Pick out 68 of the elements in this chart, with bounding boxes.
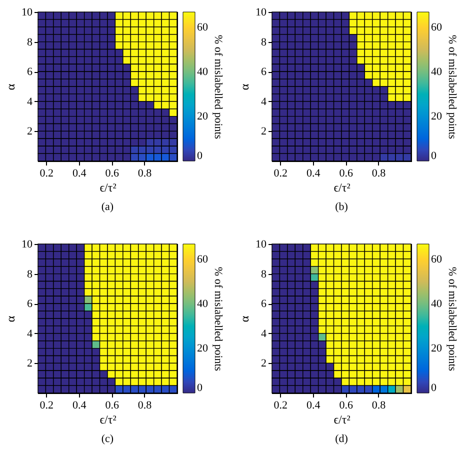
y-tick-label: 10 bbox=[256, 238, 267, 250]
color-bar-title: % of mislabelled points bbox=[446, 34, 458, 140]
y-tick-label: 6 bbox=[27, 66, 33, 78]
y-tick-label: 10 bbox=[22, 238, 33, 250]
x-tick-label: 0.2 bbox=[274, 168, 288, 180]
color-bar-label: 60 bbox=[431, 22, 442, 34]
x-axis-title: ϵ/τ² bbox=[334, 180, 351, 194]
y-tick-label: 10 bbox=[22, 6, 33, 18]
x-tick-label: 0.6 bbox=[105, 400, 120, 412]
x-tick-label: 0.8 bbox=[138, 400, 152, 412]
color-bar-title: % of mislabelled points bbox=[446, 266, 458, 372]
color-bar-label: 20 bbox=[197, 342, 208, 355]
color-bar-title: % of mislabelled points bbox=[212, 266, 224, 372]
x-tick-label: 0.4 bbox=[306, 400, 321, 412]
x-axis-title: ϵ/τ² bbox=[100, 180, 117, 194]
x-tick-label: 0.6 bbox=[339, 400, 354, 412]
y-tick-label: 2 bbox=[261, 126, 266, 138]
color-bar-label: 0 bbox=[431, 382, 437, 394]
y-tick-label: 10 bbox=[256, 6, 267, 18]
x-axis-title: ϵ/τ² bbox=[334, 412, 351, 426]
text: (a) bbox=[101, 201, 114, 213]
y-tick-label: 2 bbox=[27, 126, 32, 138]
y-axis-title: α bbox=[238, 315, 252, 322]
y-axis-title: α bbox=[4, 315, 18, 322]
text: (b) bbox=[335, 201, 348, 213]
y-axis-title: α bbox=[238, 83, 252, 90]
x-tick-label: 0.2 bbox=[40, 168, 54, 180]
color-bar-label: 60 bbox=[197, 22, 208, 34]
color-bar-label: 20 bbox=[431, 342, 442, 355]
color-bar-label: 60 bbox=[431, 254, 442, 266]
x-tick-label: 0.2 bbox=[40, 400, 54, 412]
x-tick-label: 0.6 bbox=[339, 168, 354, 180]
color-bar-title: % of mislabelled points bbox=[212, 34, 224, 140]
y-tick-label: 4 bbox=[261, 96, 267, 108]
y-axis-title: α bbox=[4, 83, 18, 90]
y-tick-label: 4 bbox=[27, 96, 33, 108]
x-tick-label: 0.6 bbox=[105, 168, 120, 180]
y-tick-label: 4 bbox=[261, 328, 267, 340]
x-tick-label: 0.4 bbox=[72, 168, 87, 180]
y-tick-label: 4 bbox=[27, 328, 33, 340]
x-tick-label: 0.8 bbox=[372, 168, 386, 180]
color-bar-label: 20 bbox=[431, 110, 442, 123]
text: (c) bbox=[101, 433, 114, 445]
x-tick-label: 0.4 bbox=[306, 168, 321, 180]
x-tick-label: 0.8 bbox=[138, 168, 152, 180]
y-tick-label: 6 bbox=[27, 298, 33, 310]
y-tick-label: 2 bbox=[261, 358, 266, 370]
color-bar-label: 40 bbox=[197, 298, 208, 310]
text: (d) bbox=[335, 433, 348, 445]
color-bar-label: 0 bbox=[431, 150, 437, 162]
color-bar-label: 40 bbox=[197, 66, 208, 78]
x-tick-label: 0.8 bbox=[372, 400, 386, 412]
x-tick-label: 0.2 bbox=[274, 400, 288, 412]
color-bar-label: 40 bbox=[431, 66, 442, 78]
color-bar-label: 60 bbox=[197, 254, 208, 266]
y-tick-label: 6 bbox=[261, 66, 267, 78]
y-tick-label: 8 bbox=[27, 268, 33, 280]
y-tick-label: 2 bbox=[27, 358, 32, 370]
x-tick-label: 0.4 bbox=[72, 400, 87, 412]
color-bar-label: 40 bbox=[431, 298, 442, 310]
color-bar-label: 20 bbox=[197, 110, 208, 123]
x-axis-title: ϵ/τ² bbox=[100, 412, 117, 426]
y-tick-label: 6 bbox=[261, 298, 267, 310]
color-bar-label: 0 bbox=[197, 382, 203, 394]
y-tick-label: 8 bbox=[261, 268, 267, 280]
color-bar-label: 0 bbox=[197, 150, 203, 162]
y-tick-label: 8 bbox=[27, 36, 33, 48]
y-tick-label: 8 bbox=[261, 36, 267, 48]
